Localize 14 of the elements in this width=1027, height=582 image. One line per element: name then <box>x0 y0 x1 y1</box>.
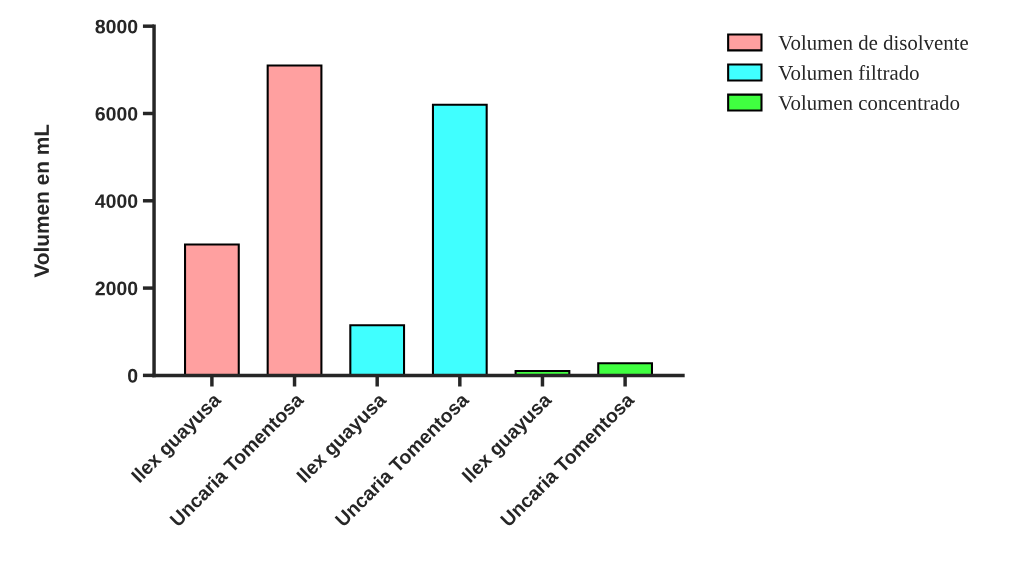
y-tick-label: 6000 <box>95 106 138 121</box>
bar <box>431 103 488 376</box>
legend-label: Volumen de disolvente <box>778 35 968 50</box>
bar <box>597 362 653 376</box>
y-tick-label: 4000 <box>95 194 138 209</box>
y-tick-label: 8000 <box>95 19 138 34</box>
bar <box>184 243 240 376</box>
y-axis-title: Volumen en mL <box>33 124 50 278</box>
legend-label: Volumen filtrado <box>778 65 919 81</box>
y-tick-label: 0 <box>128 368 138 383</box>
y-tick-label: 2000 <box>95 281 138 296</box>
legend-label: Volumen concentrado <box>778 95 960 111</box>
bar <box>266 64 323 376</box>
bar <box>349 324 406 376</box>
